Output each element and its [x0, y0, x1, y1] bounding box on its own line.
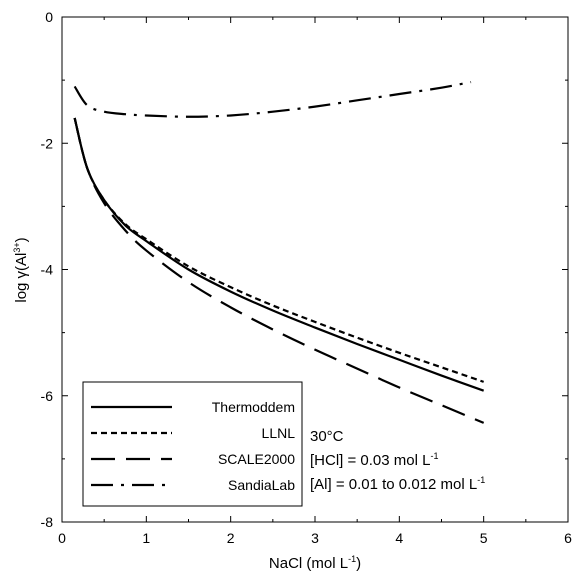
legend-items: Thermoddem LLNL SCALE2000 SandiaLab — [91, 399, 295, 493]
series-sandialab-line — [73, 80, 472, 118]
legend: Thermoddem LLNL SCALE2000 SandiaLab — [82, 381, 303, 507]
series-layer — [73, 80, 485, 424]
series-thermoddem-line — [73, 117, 485, 392]
x-axis-title: NaCl (mol L-1) — [269, 554, 361, 572]
x-tick-label: 3 — [311, 530, 319, 546]
series-llnl-line — [73, 117, 485, 383]
x-tick-label: 4 — [395, 530, 403, 546]
y-axis-title: log γ(Al3+) — [12, 237, 30, 302]
legend-label: Thermoddem — [212, 399, 295, 415]
y-tick-label: -4 — [41, 262, 54, 278]
y-tick-label: -6 — [41, 388, 54, 404]
ticks: 0 1 2 3 4 5 6 0 -2 -4 -6 -8 — [41, 9, 573, 546]
y-tick-label: 0 — [45, 9, 53, 25]
y-tick-label: -2 — [41, 135, 54, 151]
legend-label: SandiaLab — [228, 477, 295, 493]
legend-box — [82, 381, 303, 507]
legend-label: SCALE2000 — [218, 451, 295, 467]
annotations: 30°C [HCl] = 0.03 mol L-1 [Al] = 0.01 to… — [310, 428, 485, 493]
series-scale2000-line — [73, 117, 485, 424]
x-tick-label: 2 — [227, 530, 235, 546]
annotation-hcl: [HCl] = 0.03 mol L-1 — [310, 451, 438, 469]
x-tick-label: 6 — [564, 530, 572, 546]
annotation-al: [Al] = 0.01 to 0.012 mol L-1 — [310, 475, 485, 493]
y-tick-label: -8 — [41, 514, 54, 530]
x-tick-label: 0 — [58, 530, 66, 546]
legend-label: LLNL — [262, 425, 296, 441]
x-tick-label: 1 — [142, 530, 150, 546]
annotation-temperature: 30°C — [310, 428, 344, 445]
x-tick-label: 5 — [480, 530, 488, 546]
